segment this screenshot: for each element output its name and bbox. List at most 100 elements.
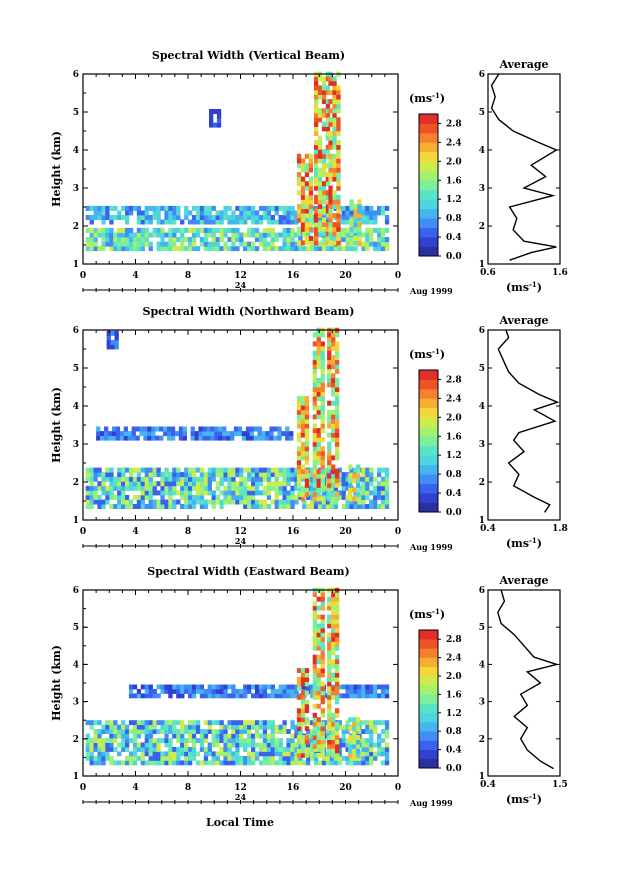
heatmap-cell [312,659,317,665]
heatmap-cell [294,693,299,699]
heatmap-cell [125,227,130,233]
heatmap-cell [352,730,357,736]
colorbar-tick-label: 1.2 [446,709,462,719]
heatmap-cell [304,681,310,687]
heatmap-cell [105,755,110,761]
heatmap-cell [310,693,315,699]
heatmap-cell [215,693,220,699]
average-y-tick-label: 6 [479,326,485,336]
heatmap-cell [356,469,361,475]
heatmap-cell [377,720,382,726]
heatmap-cell [89,751,94,757]
heatmap-cell [128,751,134,757]
heatmap-cell [274,729,279,734]
heatmap-cell [335,346,340,351]
heatmap-cell [320,721,325,727]
heatmap-cell [135,435,140,441]
heatmap-cell [365,738,370,743]
heatmap-cell [369,733,374,739]
heatmap-cell [203,219,209,225]
heatmap-cell [219,733,224,739]
heatmap-cell [332,162,337,168]
heatmap-cell [105,476,110,482]
heatmap-cell [335,614,340,620]
heatmap-cell [317,172,323,177]
heatmap-cell [251,504,256,509]
heatmap-cell [325,213,331,219]
heatmap-cell [170,435,176,441]
heatmap-cell [215,215,220,220]
heatmap-cell [136,205,142,211]
heatmap-cell [316,694,321,700]
heatmap-cell [300,176,306,182]
heatmap-cell [333,755,338,761]
heatmap-cell [335,437,340,443]
heatmap-cell [211,751,216,757]
heatmap-cell [237,426,243,432]
heatmap-cell [335,663,340,669]
heatmap-cell [251,684,256,690]
heatmap-cell [296,405,302,411]
heatmap-cell [101,227,106,233]
heatmap-cell [105,485,110,491]
heatmap-cell [316,437,321,443]
average-x-tick-label: 1.5 [552,780,568,790]
heatmap-cell [341,227,346,233]
heatmap-cell [209,118,214,124]
heatmap-cell [176,246,181,252]
heatmap-cell [314,760,319,766]
heatmap-cell [312,441,317,447]
heatmap-cell [300,409,306,415]
heatmap-cell [296,491,302,497]
heatmap-cell [316,409,321,415]
heatmap-cell [296,450,302,456]
heatmap-cell [327,418,332,424]
heatmap-cell [356,748,361,754]
heatmap-cell [123,431,128,437]
heatmap-cell [274,485,279,491]
heatmap-cell [365,241,370,247]
heatmap-cell [377,205,382,211]
colorbar-swatch [419,712,438,723]
heatmap-cell [105,724,110,730]
heatmap-cell [160,755,165,761]
heatmap-cell [310,485,315,491]
y-tick-label: 4 [73,146,79,156]
heatmap-cell [216,109,222,114]
heatmap-cell [93,494,98,500]
heatmap-cell [160,684,165,690]
heatmap-cell [345,481,350,487]
heatmap-cell [97,472,102,478]
heatmap-cell [93,205,98,211]
heatmap-cell [195,684,201,690]
heatmap-cell [290,237,295,242]
heatmap-cell [380,760,386,766]
heatmap-cell [286,494,291,500]
heatmap-cell [184,724,189,730]
heatmap-cell [270,733,275,739]
heatmap-cell [235,467,240,473]
heatmap-cell [331,364,336,370]
heatmap-cell [304,735,310,740]
heatmap-cell [327,641,332,647]
heatmap-cell [336,204,341,209]
heatmap-cell [247,210,252,216]
average-y-tick-label: 2 [479,478,485,488]
y-tick-label: 5 [73,108,79,118]
heatmap-cell [278,684,283,690]
heatmap-cell [184,747,189,752]
heatmap-cell [304,677,310,682]
heatmap-cell [188,499,193,505]
heatmap-cell [270,215,275,220]
colorbar-tick-label: 2.0 [446,672,462,682]
heatmap-cell [262,476,268,482]
heatmap-cell [316,332,321,338]
heatmap-cell [163,431,168,437]
heatmap-cell [235,724,240,730]
heatmap-cell [304,167,310,173]
heatmap-cell [93,485,98,491]
heatmap-cell [300,464,306,470]
heatmap-cell [132,481,138,487]
heatmap-cell [349,222,354,228]
heatmap-cell [254,227,260,233]
